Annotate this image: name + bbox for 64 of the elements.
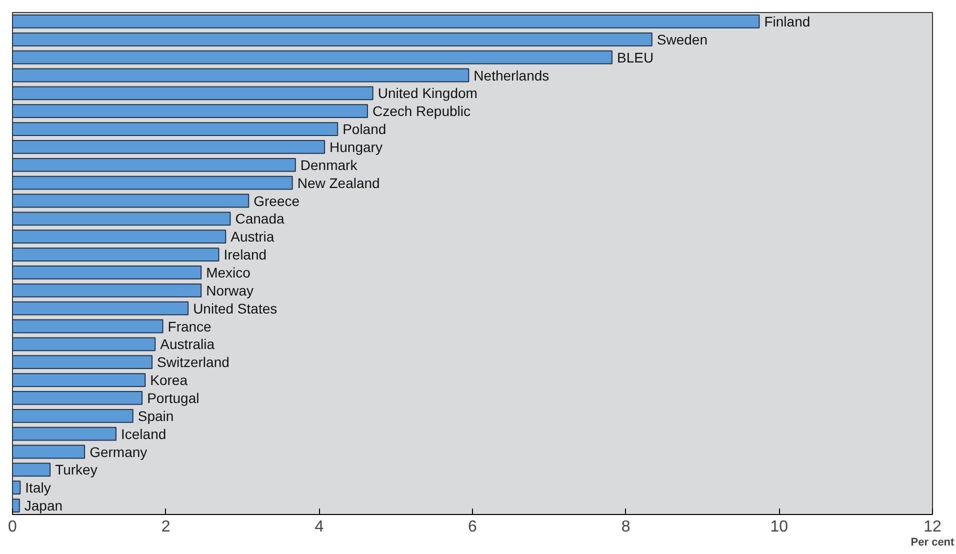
y-tick-label: Sweden	[656, 31, 708, 48]
bar	[12, 301, 189, 316]
bar	[12, 32, 652, 46]
bar	[12, 480, 21, 495]
bar	[12, 337, 156, 352]
bar	[12, 176, 293, 190]
bar	[12, 283, 202, 298]
y-tick-label: Germany	[90, 444, 148, 460]
y-tick-label: Canada	[235, 210, 284, 227]
y-tick-label: Japan	[24, 498, 63, 514]
bar	[12, 68, 470, 82]
bar	[12, 355, 153, 370]
bar	[12, 212, 231, 226]
bar	[12, 50, 613, 64]
bar	[12, 122, 338, 136]
bar	[12, 14, 760, 28]
x-tick-label: 4	[314, 518, 324, 536]
bar	[12, 86, 374, 100]
y-tick-label: France	[168, 318, 212, 334]
bar	[12, 444, 86, 459]
y-tick-label: Austria	[230, 228, 274, 245]
y-tick-label: Hungary	[330, 138, 382, 155]
y-tick-label: Czech Republic	[372, 103, 471, 120]
x-tick-label: 12	[924, 518, 942, 536]
bar	[12, 426, 116, 441]
bar	[12, 104, 368, 118]
y-tick-label: Ireland	[224, 246, 267, 263]
bar	[12, 230, 226, 244]
y-tick-label: Netherlands	[474, 67, 550, 84]
y-tick-label: Iceland	[121, 426, 166, 442]
y-tick-label: Australia	[160, 336, 215, 352]
y-tick-label: United Kingdom	[378, 85, 478, 102]
y-tick-label: New Zealand	[297, 174, 380, 191]
bar	[12, 391, 143, 405]
y-tick-label: Norway	[206, 282, 254, 298]
bar	[12, 498, 20, 512]
x-tick-label: 8	[621, 518, 630, 536]
y-tick-label: Turkey	[55, 462, 98, 478]
y-tick-label: Poland	[342, 121, 386, 138]
x-tick-label: 10	[770, 518, 788, 536]
bar	[12, 248, 220, 262]
y-tick-label: Korea	[150, 372, 188, 388]
y-tick-label: United States	[193, 300, 278, 316]
y-tick-label: Greece	[254, 192, 300, 209]
y-tick-label: Italy	[25, 480, 51, 496]
bar	[12, 140, 326, 154]
bar	[12, 158, 296, 172]
bar	[12, 373, 146, 387]
x-tick-label: 2	[161, 518, 170, 536]
bar	[12, 408, 134, 423]
y-tick-label: Switzerland	[157, 354, 230, 370]
x-axis-title: Per cent	[910, 536, 955, 548]
y-tick-label: Denmark	[300, 156, 358, 173]
bar	[12, 462, 51, 477]
y-tick-label: Mexico	[206, 264, 251, 280]
y-tick-label: Spain	[138, 408, 174, 424]
y-tick-label: Portugal	[147, 390, 200, 406]
y-tick-label: Finland	[764, 13, 810, 30]
x-tick-label: 6	[468, 518, 478, 536]
y-tick-label: BLEU	[617, 49, 654, 66]
bar	[12, 266, 202, 280]
bar	[12, 194, 250, 208]
x-tick-label: 0	[8, 518, 18, 536]
bar	[12, 319, 164, 334]
